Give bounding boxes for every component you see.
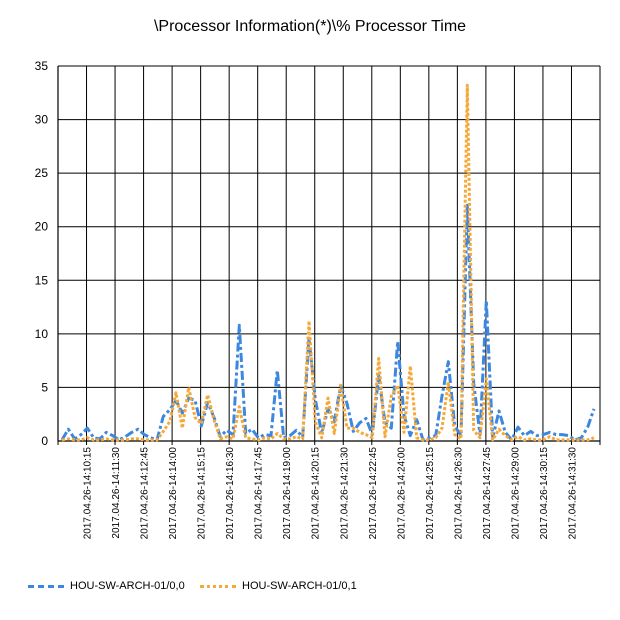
x-tick-label: 2017.04.26-14:31:30 — [567, 447, 578, 540]
x-tick-label: 2017.04.26-14:26:30 — [453, 447, 464, 540]
legend-swatch-series-0 — [28, 584, 64, 588]
x-tick-label: 2017.04.26-14:16:30 — [225, 447, 236, 540]
series-lines — [60, 83, 596, 442]
y-tick-label: 0 — [41, 434, 48, 448]
series-line-1 — [61, 83, 595, 442]
x-tick-label: 2017.04.26-14:17:45 — [254, 447, 265, 540]
y-tick-label: 30 — [35, 113, 49, 127]
x-tick-label: 2017.04.26-14:10:15 — [83, 447, 94, 540]
series-line-0 — [60, 203, 596, 442]
grid — [57, 65, 601, 445]
x-tick-labels: 2017.04.26-14:10:15 2017.04.26-14:11:30 20… — [83, 447, 579, 540]
x-tick-label: 2017.04.26-14:19:00 — [282, 447, 293, 540]
legend-item-series-0: HOU-SW-ARCH-01/0,0 — [28, 580, 185, 592]
y-tick-label: 25 — [35, 166, 49, 180]
axes — [57, 66, 600, 442]
legend-label-series-1: HOU-SW-ARCH-01/0,1 — [242, 580, 357, 592]
y-tick-labels: 0 5 10 15 20 25 30 35 — [35, 59, 49, 448]
x-tick-label: 2017.04.26-14:15:15 — [197, 447, 208, 540]
y-tick-label: 35 — [35, 59, 49, 73]
x-tick-label: 2017.04.26-14:11:30 — [111, 447, 122, 539]
y-tick-label: 15 — [35, 273, 49, 287]
x-tick-label: 2017.04.26-14:12:45 — [140, 447, 151, 540]
legend-label-series-0: HOU-SW-ARCH-01/0,0 — [70, 580, 185, 592]
y-tick-label: 20 — [35, 220, 49, 234]
x-tick-label: 2017.04.26-14:27:45 — [482, 447, 493, 540]
legend-swatch-series-1 — [200, 584, 236, 588]
x-tick-label: 2017.04.26-14:29:00 — [510, 447, 521, 540]
legend-item-series-1: HOU-SW-ARCH-01/0,1 — [200, 580, 357, 592]
x-tick-label: 2017.04.26-14:21:30 — [339, 447, 350, 540]
x-tick-label: 2017.04.26-14:22:45 — [368, 447, 379, 540]
x-tick-label: 2017.04.26-14:14:00 — [168, 447, 179, 540]
y-tick-label: 10 — [35, 327, 49, 341]
x-tick-label: 2017.04.26-14:30:15 — [539, 447, 550, 540]
chart-title: \Processor Information(*)\% Processor Ti… — [153, 18, 467, 35]
x-tick-label: 2017.04.26-14:20:15 — [311, 447, 322, 540]
x-tick-label: 2017.04.26-14:24:00 — [396, 447, 407, 540]
y-tick-label: 5 — [41, 380, 48, 394]
x-tick-label: 2017.04.26-14:25:15 — [425, 447, 436, 540]
